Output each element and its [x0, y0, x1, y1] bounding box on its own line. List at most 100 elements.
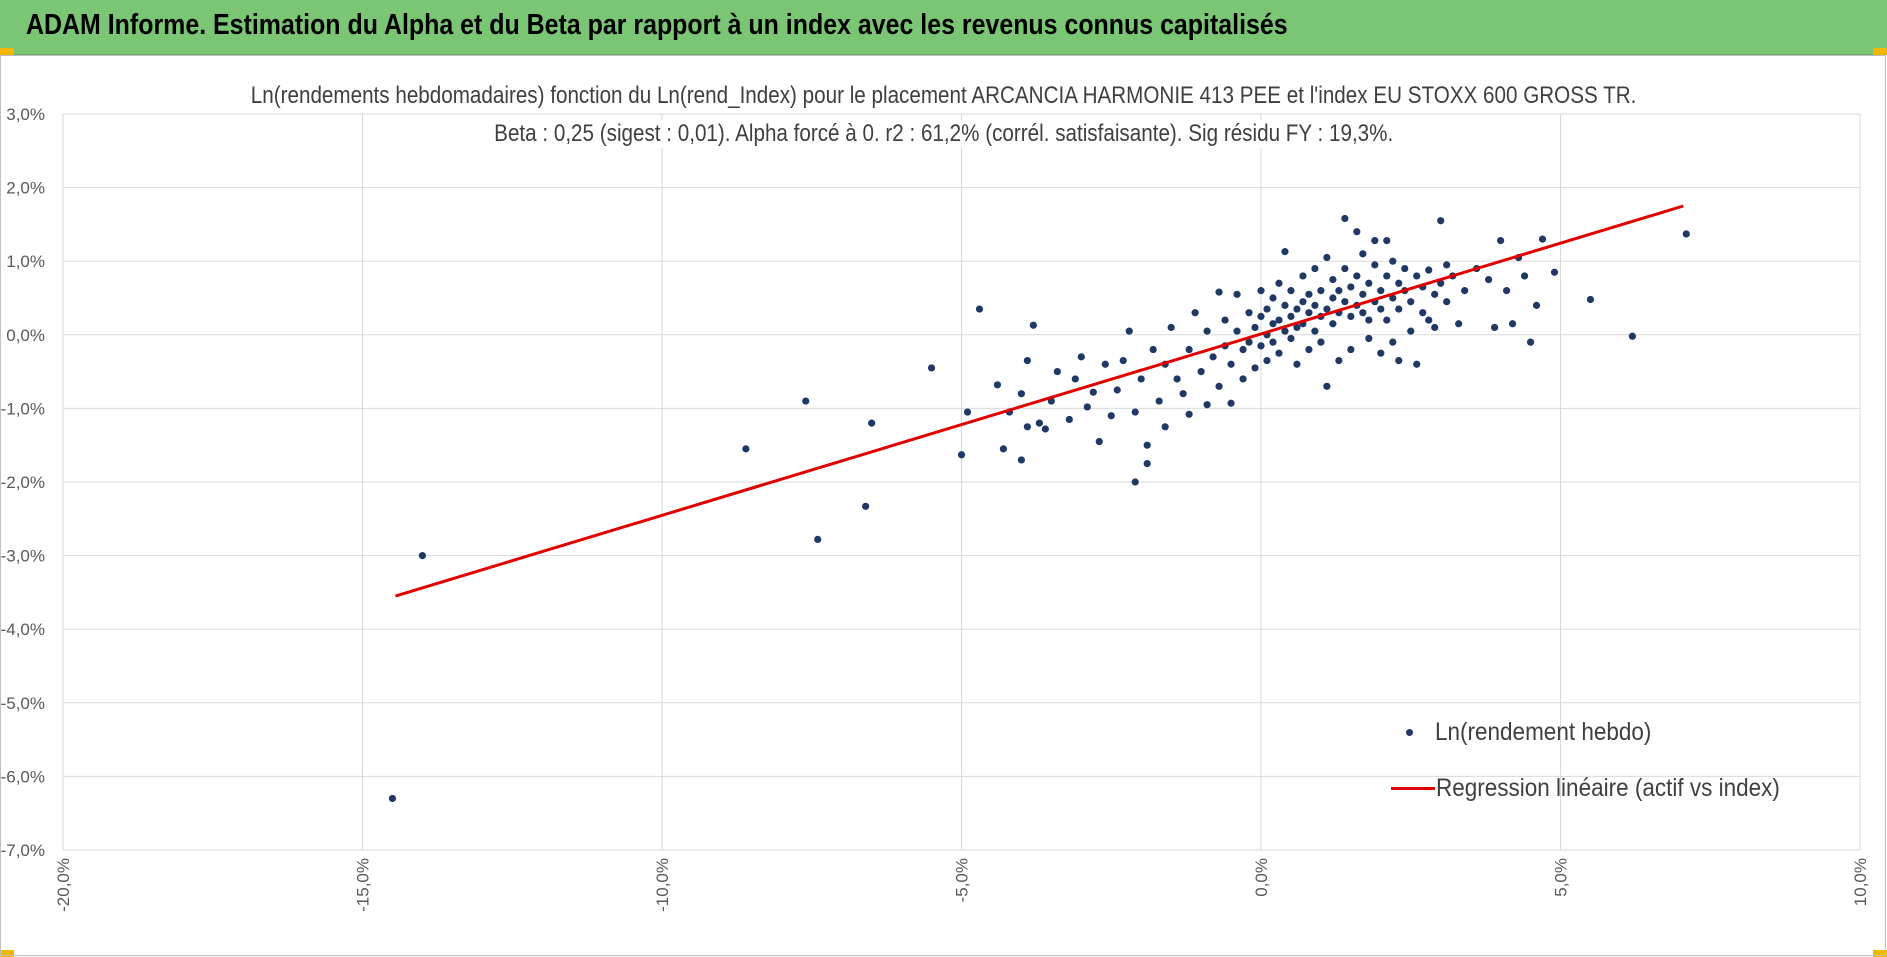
- y-tick-label: -1,0%: [1, 399, 45, 418]
- chart-subtitle: Beta : 0,25 (sigest : 0,01). Alpha forcé…: [488, 120, 1399, 148]
- data-point: [1251, 323, 1259, 332]
- data-point: [1377, 349, 1385, 357]
- data-point: [1323, 305, 1331, 313]
- y-tick-label: 3,0%: [6, 105, 45, 124]
- data-point: [1089, 388, 1097, 396]
- data-point: [1341, 298, 1349, 306]
- data-point: [1203, 327, 1211, 335]
- y-tick-label: -3,0%: [1, 547, 45, 566]
- data-point: [1095, 437, 1103, 446]
- data-point: [1023, 423, 1031, 431]
- data-point: [1443, 298, 1451, 306]
- data-point: [1299, 272, 1307, 280]
- data-point: [1119, 356, 1127, 365]
- data-point: [1233, 290, 1241, 298]
- data-point: [1413, 360, 1421, 368]
- chart-subtitle-wrapper: Beta : 0,25 (sigest : 0,01). Alpha forcé…: [0, 120, 1887, 148]
- data-point: [1395, 279, 1403, 287]
- data-point: [1353, 272, 1361, 280]
- data-point: [1485, 276, 1493, 284]
- data-point: [1293, 323, 1301, 332]
- data-point: [1347, 345, 1355, 354]
- corner-marker-bottom-left: [0, 950, 14, 957]
- data-point: [1365, 334, 1373, 343]
- y-tick-label: -2,0%: [1, 473, 45, 492]
- data-point: [1143, 460, 1151, 468]
- data-point: [1526, 338, 1535, 346]
- data-point: [1227, 360, 1235, 368]
- x-tick-label: 10,0%: [1851, 858, 1870, 906]
- report-title: ADAM Informe. Estimation du Alpha et du …: [26, 9, 1288, 41]
- data-point: [1269, 338, 1277, 346]
- data-point: [1502, 287, 1511, 295]
- data-point: [1508, 320, 1517, 328]
- data-point: [1101, 360, 1109, 368]
- data-point: [1389, 257, 1397, 265]
- data-point: [1407, 298, 1415, 306]
- data-point: [1371, 236, 1379, 245]
- data-point: [1383, 316, 1391, 324]
- data-point: [1329, 294, 1337, 302]
- data-point: [1161, 423, 1169, 431]
- data-point: [1305, 309, 1313, 317]
- data-point: [1107, 412, 1115, 420]
- legend-item-scatter: Ln(rendement hebdo): [1385, 715, 1675, 749]
- data-point: [1215, 288, 1223, 296]
- data-point: [1347, 283, 1355, 291]
- data-point: [957, 451, 966, 459]
- chart-frame: [0, 55, 1886, 956]
- data-point: [1317, 338, 1325, 346]
- corner-marker-bottom-right: [1873, 950, 1887, 957]
- data-point: [1275, 316, 1283, 324]
- data-point: [1167, 323, 1175, 332]
- data-point: [1586, 295, 1595, 304]
- y-tick-label: -6,0%: [1, 767, 45, 786]
- data-point: [1269, 294, 1277, 302]
- data-point: [1041, 425, 1049, 433]
- data-point: [1215, 382, 1223, 390]
- legend-label-scatter: Ln(rendement hebdo): [1435, 717, 1652, 746]
- chart-title-wrapper: Ln(rendements hebdomadaires) fonction du…: [0, 82, 1887, 110]
- data-point: [1413, 272, 1421, 280]
- data-point: [1497, 236, 1505, 245]
- data-point: [1149, 345, 1157, 354]
- data-point: [1377, 287, 1385, 295]
- data-point: [1425, 266, 1433, 274]
- x-tick-label: 5,0%: [1552, 858, 1571, 897]
- y-tick-label: -7,0%: [1, 841, 45, 860]
- chart-legend: Ln(rendement hebdo) Regression linéaire …: [1385, 710, 1805, 820]
- legend-item-regression: Regression linéaire (actif vs index): [1385, 771, 1818, 805]
- data-point: [1401, 264, 1409, 273]
- data-point: [1383, 236, 1391, 245]
- data-point: [1191, 309, 1199, 317]
- data-point: [1359, 250, 1367, 258]
- x-tick-label: -10,0%: [653, 858, 672, 912]
- data-point: [1419, 309, 1427, 317]
- y-tick-label: 2,0%: [6, 179, 45, 198]
- data-point: [1179, 390, 1187, 398]
- data-point: [1431, 290, 1439, 298]
- data-point: [1359, 309, 1367, 317]
- regression-line: [395, 204, 1684, 598]
- corner-marker-top-right: [1873, 48, 1887, 55]
- data-point: [742, 445, 750, 453]
- data-point: [1461, 287, 1469, 295]
- data-point: [1257, 342, 1265, 350]
- data-point: [1365, 316, 1373, 324]
- y-tick-label: -5,0%: [1, 694, 45, 713]
- data-point: [1185, 410, 1193, 418]
- data-point: [1023, 356, 1031, 365]
- data-point: [1407, 327, 1415, 335]
- data-point: [1197, 368, 1205, 376]
- data-point: [1335, 356, 1343, 365]
- data-point: [1383, 272, 1391, 280]
- data-point: [1628, 332, 1636, 340]
- data-point: [814, 535, 822, 544]
- data-point: [1293, 305, 1301, 313]
- data-point: [1137, 375, 1145, 383]
- data-point: [1431, 323, 1439, 332]
- x-tick-label: -20,0%: [54, 858, 73, 912]
- data-point: [1173, 375, 1181, 383]
- data-point: [1491, 323, 1499, 332]
